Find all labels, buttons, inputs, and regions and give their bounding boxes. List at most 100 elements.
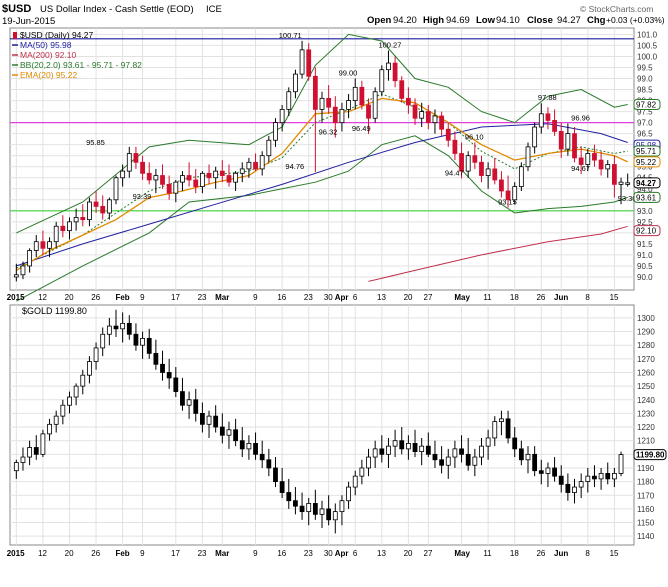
price-annotation: 100.71	[279, 31, 302, 40]
y-tick-label: 1140	[637, 532, 655, 541]
price-annotation: 94.47	[445, 168, 464, 177]
candle-body	[459, 153, 464, 172]
candle-body	[166, 372, 172, 379]
x-tick-label: 9	[140, 549, 145, 558]
x-tick-label: 23	[198, 549, 207, 558]
price-annotations: 95.85 93.39 100.71 94.76 96.32 99.00 96.49 100.…	[86, 31, 636, 207]
candle-body	[346, 100, 351, 110]
usd-candles	[13, 40, 631, 282]
candle-body	[40, 433, 46, 455]
candle-body	[419, 445, 425, 453]
legend-label: MA(200) 92.10	[20, 50, 76, 60]
y-tick-label: 1230	[637, 409, 655, 418]
candle-body	[399, 80, 405, 99]
price-tag-text: 94.27	[636, 179, 657, 188]
x-tick-label: 11	[483, 549, 492, 558]
candle-body	[20, 265, 26, 276]
y-tick-label: 90.5	[637, 262, 653, 271]
candle-body	[512, 437, 518, 450]
candle-body	[219, 426, 225, 436]
x-tick-label: 8	[585, 549, 590, 558]
ema20-line	[15, 97, 628, 271]
candle-body	[233, 172, 239, 183]
chart-title-name: US Dollar Index - Cash Settle (EOD)	[40, 4, 194, 15]
x-tick-label: 26	[536, 293, 545, 302]
candle-body	[518, 166, 524, 187]
lower-y-axis: 1140115011601170118011901200121012201230…	[637, 314, 655, 541]
candle-body	[545, 113, 551, 121]
candle-body	[572, 486, 577, 493]
candle-body	[611, 164, 617, 185]
x-tick-label: 17	[171, 549, 180, 558]
candle-body	[293, 73, 298, 93]
candle-body	[213, 415, 219, 428]
x-tick-label: Mar	[215, 549, 229, 558]
candle-body	[53, 415, 59, 425]
candle-body	[532, 126, 538, 148]
candle-body	[525, 146, 531, 168]
candle-body	[625, 182, 631, 185]
candle-body	[180, 391, 185, 406]
candle-body	[299, 49, 305, 75]
price-tag-box	[633, 191, 661, 203]
candle-body	[120, 170, 126, 179]
candle-body	[499, 179, 504, 192]
candle-body	[479, 161, 484, 176]
candle-body	[552, 467, 557, 477]
candle-body	[206, 415, 212, 425]
price-tag-text: 97.82	[636, 101, 657, 110]
candle-body	[565, 133, 571, 150]
candle-body	[339, 500, 345, 513]
candle-body	[100, 206, 106, 214]
candle-body	[133, 333, 139, 346]
candle-body	[279, 481, 285, 493]
price-annotation: 93.15	[498, 198, 517, 207]
candle-body	[146, 172, 152, 181]
candle-body	[425, 111, 431, 124]
y-tick-label: 1270	[637, 355, 655, 364]
candle-body	[199, 172, 205, 187]
candle-body	[485, 168, 491, 176]
candle-body	[153, 352, 159, 365]
y-tick-label: 99.5	[637, 63, 653, 72]
x-tick-label: 26	[91, 293, 100, 302]
candle-body	[366, 104, 371, 119]
price-annotation: 96.49	[352, 124, 371, 133]
price-tag: 97.82	[633, 99, 661, 111]
price-annotation: 94.76	[285, 162, 304, 171]
candle-body	[538, 470, 544, 474]
price-tag: 94.27	[633, 177, 661, 189]
candle-body	[558, 131, 564, 150]
candle-body	[592, 153, 597, 161]
price-annotation: 95.85	[86, 138, 105, 147]
candle-body	[545, 467, 551, 474]
candle-body	[33, 447, 39, 455]
y-tick-label: 1190	[637, 464, 655, 473]
candle-body	[13, 462, 19, 472]
candle-body	[465, 155, 471, 172]
y-tick-label: 100.5	[637, 41, 658, 50]
candle-body	[425, 445, 431, 455]
price-tag-text: 95.71	[636, 147, 657, 156]
candle-body	[405, 97, 411, 106]
x-tick-label: 8	[585, 293, 590, 302]
x-tick-label: Mar	[215, 293, 229, 302]
candle-body	[33, 241, 39, 251]
candle-body	[611, 473, 617, 480]
candle-body	[126, 153, 132, 172]
lower-panel-frame	[9, 304, 635, 546]
high-value: 94.69	[446, 15, 470, 26]
candle-body	[339, 108, 345, 124]
x-tick-label: Apr	[335, 293, 349, 302]
candle-body	[572, 133, 577, 159]
upper-x-axis: 2015 12 20 26 Feb 9 17 23 Mar 9 16 23 30 Apr 6 13 20 27 Ma…	[7, 293, 619, 302]
x-tick-label: 20	[65, 293, 74, 302]
x-tick-label: 18	[510, 293, 519, 302]
price-tag-box	[633, 156, 661, 168]
candle-body	[618, 454, 624, 474]
candle-body	[592, 475, 597, 480]
candle-body	[266, 459, 272, 469]
x-tick-label: 9	[253, 293, 258, 302]
